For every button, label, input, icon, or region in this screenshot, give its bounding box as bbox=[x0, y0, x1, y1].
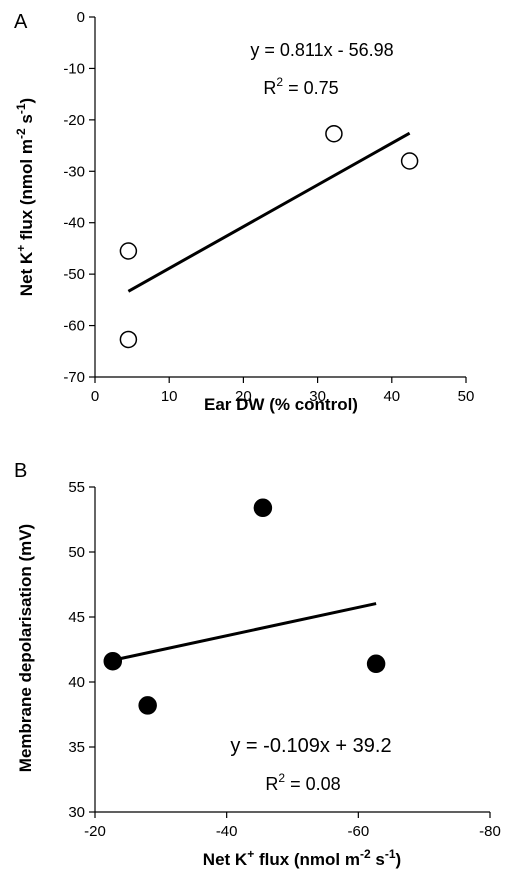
y-tick-label: -20 bbox=[63, 112, 85, 129]
y-tick-label: 35 bbox=[68, 739, 85, 756]
y-tick-label: -40 bbox=[63, 215, 85, 232]
data-point bbox=[253, 498, 273, 518]
y-tick-label: -50 bbox=[63, 266, 85, 283]
x-axis-ticks-b: -20 -40 -60 -80 bbox=[84, 812, 501, 840]
data-points-a bbox=[119, 124, 419, 349]
y-tick-label: 30 bbox=[68, 804, 85, 821]
x-tick-label: -80 bbox=[479, 823, 501, 840]
y-tick-label: 45 bbox=[68, 609, 85, 626]
data-points-b bbox=[103, 498, 386, 715]
data-point bbox=[103, 651, 123, 671]
x-tick-label: 20 bbox=[235, 388, 252, 405]
x-axis-title-a: Ear DW (% control) bbox=[204, 395, 358, 414]
y-axis-ticks-a: 0 -10 -20 -30 -40 -50 -60 -70 bbox=[63, 9, 95, 386]
y-tick-label: 50 bbox=[68, 544, 85, 561]
x-tick-label: 50 bbox=[458, 388, 475, 405]
y-tick-label: 55 bbox=[68, 479, 85, 496]
x-tick-label: 0 bbox=[91, 388, 99, 405]
trendline-a bbox=[127, 131, 411, 293]
x-tick-label: 30 bbox=[309, 388, 326, 405]
panel-label-a: A bbox=[14, 11, 28, 33]
equation-b: y = -0.109x + 39.2 bbox=[230, 735, 391, 757]
x-tick-label: -60 bbox=[347, 823, 369, 840]
chart-a: A 0 -10 -20 -30 -40 -50 -60 -70 0 10 20 30 40 50 y =… bbox=[14, 9, 474, 414]
x-tick-label: 40 bbox=[383, 388, 400, 405]
data-point bbox=[325, 124, 343, 143]
equation-a: y = 0.811x - 56.98 bbox=[250, 40, 393, 60]
r-squared-a: R2 = 0.75 bbox=[263, 75, 338, 98]
y-axis-ticks-b: 30 35 40 45 50 55 bbox=[68, 479, 95, 821]
y-tick-label: 40 bbox=[68, 674, 85, 691]
y-axis-title-b: Membrane depolarisation (mV) bbox=[16, 524, 35, 772]
panel-label-b: B bbox=[14, 460, 27, 482]
x-tick-label: -40 bbox=[216, 823, 238, 840]
data-point bbox=[400, 152, 419, 170]
r-squared-b: R2 = 0.08 bbox=[265, 771, 340, 794]
y-axis-title-a: Net K+ flux (nmol m-2 s-1) bbox=[14, 98, 36, 296]
y-tick-label: -70 bbox=[63, 369, 85, 386]
data-point bbox=[138, 696, 157, 715]
y-tick-label: 0 bbox=[77, 9, 85, 26]
chart-b: B 30 35 40 45 50 55 -20 -40 -60 -80 y = -0.109x … bbox=[14, 460, 501, 869]
data-point bbox=[119, 242, 138, 260]
data-point bbox=[119, 330, 138, 349]
x-axis-title-b: Net K+ flux (nmol m-2 s-1) bbox=[203, 847, 401, 869]
trendline-b bbox=[112, 602, 377, 662]
x-axis-ticks-a: 0 10 20 30 40 50 bbox=[91, 377, 475, 405]
x-tick-label: -20 bbox=[84, 823, 106, 840]
y-tick-label: -60 bbox=[63, 318, 85, 335]
x-tick-label: 10 bbox=[161, 388, 178, 405]
y-tick-label: -30 bbox=[63, 163, 85, 180]
y-tick-label: -10 bbox=[63, 60, 85, 77]
data-point bbox=[366, 654, 386, 674]
